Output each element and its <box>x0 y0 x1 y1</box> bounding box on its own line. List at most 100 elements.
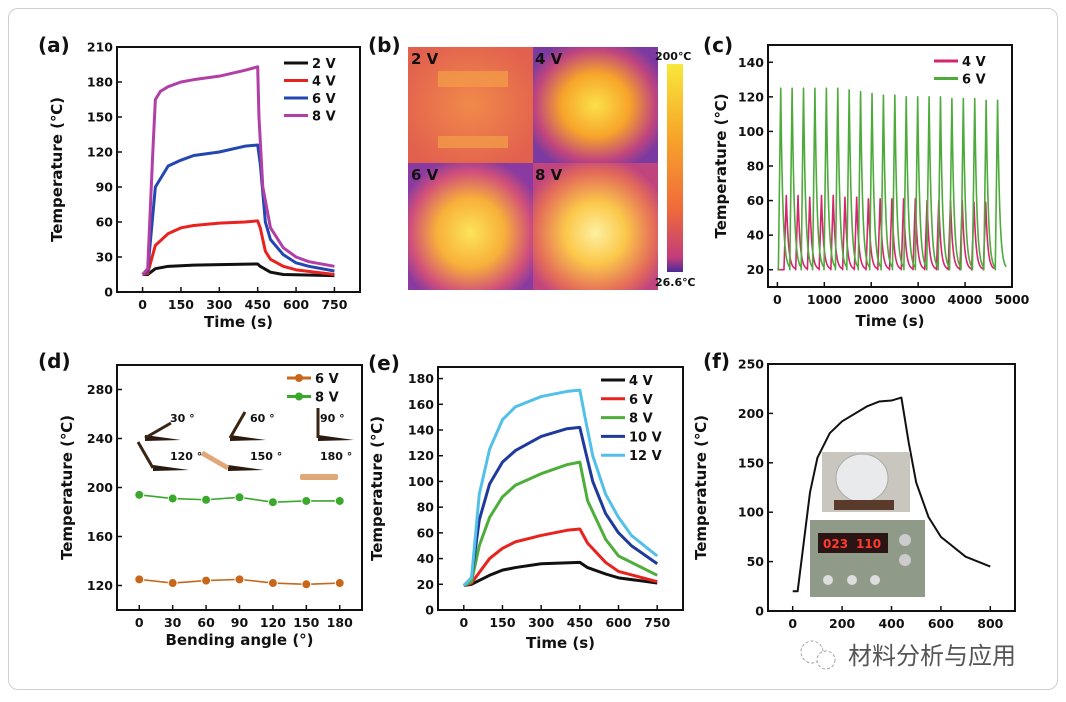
thermal-image-4v <box>533 47 658 163</box>
legend-marker <box>295 374 303 382</box>
x-tick-label: 180 <box>327 615 353 630</box>
legend-entry: 6 V <box>934 73 986 88</box>
chart-e: 4 V 6 V 8 V 10 V 12 V 0 150 300 450 600 750 0 20 40 60… <box>368 366 684 652</box>
y-tick-label: 0 <box>755 604 764 619</box>
panel-label-d: (d) <box>38 349 71 373</box>
y-tick-label: 280 <box>87 382 113 397</box>
legend-label: 8 V <box>312 110 336 125</box>
x-tick-label: 0 <box>135 615 144 630</box>
legend-entry: 10 V <box>601 430 662 445</box>
legend-entry: 8 V <box>287 391 339 406</box>
y-tick-label: 90 <box>96 180 114 195</box>
x-tick-label: 600 <box>928 616 954 631</box>
legend-entry: 4 V <box>284 75 336 90</box>
x-tick-label: 0 <box>788 616 797 631</box>
x-axis-label: Time (s) <box>855 312 924 330</box>
legend-label: 10 V <box>629 430 662 445</box>
x-axis-label: Time (s) <box>204 313 273 331</box>
watermark: 材料分析与应用 <box>800 640 1016 670</box>
data-point <box>201 494 212 505</box>
data-point <box>234 574 245 585</box>
y-tick-label: 40 <box>417 551 435 566</box>
series-layer <box>141 65 335 278</box>
y-tick-label: 0 <box>104 285 113 300</box>
sample-edge <box>438 71 508 87</box>
x-tick-label: 200 <box>829 616 855 631</box>
watermark-text: 材料分析与应用 <box>848 642 1016 670</box>
legend-label: 6 V <box>962 73 986 88</box>
bend-angle-label: 60 ° <box>250 412 275 425</box>
x-tick-label: 90 <box>231 615 249 630</box>
chart-d: 6 V 8 V 0 30 60 90 120 150 180 120 160 200 240 280 Tem… <box>58 364 363 649</box>
thermal-label-6v: 6 V <box>411 166 439 184</box>
plot-frame <box>116 46 361 293</box>
y-axis-label: Temperature (℃) <box>692 415 710 560</box>
y-tick-label: 100 <box>738 124 764 139</box>
x-tick-label: 150 <box>293 615 319 630</box>
legend-entry: 2 V <box>284 57 336 72</box>
y-tick-label: 60 <box>417 525 435 540</box>
bend-illustration <box>300 474 338 480</box>
y-tick-label: 250 <box>738 357 764 372</box>
x-tick-label: 800 <box>977 616 1003 631</box>
y-tick-label: 180 <box>408 371 434 386</box>
series-line-6V <box>777 87 1007 271</box>
data-point <box>301 495 312 506</box>
x-tick-label: 300 <box>206 297 232 312</box>
y-tick-label: 100 <box>738 505 764 520</box>
bend-angle-label: 120 ° <box>170 450 202 463</box>
legend-label: 6 V <box>312 92 336 107</box>
charts-layer: 2 V4 V6 V8 V0 150 300 450 600 750030609012015… <box>48 40 1030 653</box>
legend-label: 8 V <box>629 412 653 427</box>
series-line-4V <box>463 560 658 588</box>
bend-illustration <box>144 421 181 441</box>
x-tick-label: 30 <box>164 615 182 630</box>
chart-c: 4 V 6 V 0 1000 2000 3000 4000 5000 20 40 60 80 100 12… <box>712 44 1030 330</box>
x-tick-label: 0 <box>773 292 782 307</box>
wechat-icon <box>800 640 836 670</box>
legend-entry: 12 V <box>601 449 662 464</box>
legend-entry: 4 V <box>601 374 653 389</box>
data-point <box>334 495 345 506</box>
x-tick-label: 2000 <box>854 292 889 307</box>
series-line-6V <box>463 527 658 587</box>
x-tick-label: 150 <box>489 615 515 630</box>
y-tick-label: 210 <box>87 40 113 55</box>
y-tick-label: 20 <box>747 262 765 277</box>
data-point <box>334 578 345 589</box>
panel-label-c: (c) <box>703 33 733 57</box>
colorbar <box>667 64 683 272</box>
bend-illustration <box>228 411 266 441</box>
y-tick-label: 150 <box>738 455 764 470</box>
bend-illustration <box>316 408 354 441</box>
series-layer <box>134 489 345 590</box>
legend-entry: 6 V <box>287 372 339 387</box>
y-tick-label: 240 <box>87 431 113 446</box>
x-axis-label: Bending angle (°) <box>165 631 313 649</box>
series-line-4V <box>777 194 995 271</box>
legend-label: 12 V <box>629 449 662 464</box>
y-tick-label: 60 <box>747 193 765 208</box>
y-tick-label: 80 <box>417 500 435 515</box>
thermal-label-8v: 8 V <box>535 166 563 184</box>
x-tick-label: 60 <box>197 615 215 630</box>
panel-label-f: (f) <box>703 349 730 373</box>
y-tick-label: 200 <box>87 480 113 495</box>
series-line-10V <box>462 425 659 587</box>
legend-label: 6 V <box>315 372 339 387</box>
x-tick-label: 0 <box>459 615 468 630</box>
y-tick-label: 160 <box>408 397 434 412</box>
x-tick-label: 600 <box>605 615 631 630</box>
x-tick-label: 120 <box>260 615 286 630</box>
y-tick-label: 100 <box>408 474 434 489</box>
y-axis-label: Temperature (℃) <box>368 416 386 561</box>
legend-entry: 8 V <box>284 110 336 125</box>
bend-illustration <box>136 441 189 471</box>
series-line-8V <box>141 65 335 276</box>
plot-frame <box>437 366 684 611</box>
y-tick-label: 50 <box>747 554 765 569</box>
chart-a: 2 V 4 V 6 V 8 V 0 150 300 450 600 750 0 30 60 90 120 15… <box>48 40 361 331</box>
series-layer <box>792 396 991 593</box>
